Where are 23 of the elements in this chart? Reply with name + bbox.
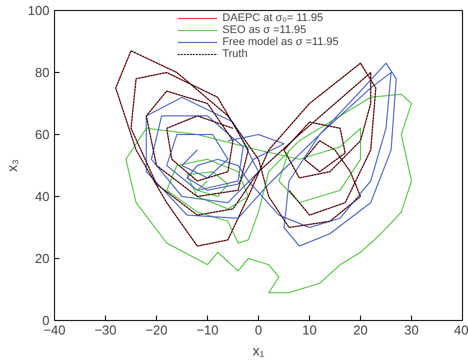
legend-label: SEO as σ =11.95 (222, 24, 306, 36)
x-tick-label: 10 (302, 322, 317, 338)
x-tick-label: 30 (404, 322, 419, 338)
y-axis-title: x₃ (4, 159, 20, 172)
x-tick-label: −30 (94, 322, 117, 338)
legend-label: Free model as σ =11.95 (222, 36, 339, 48)
x-tick-label: 20 (353, 322, 368, 338)
line-series (146, 62, 397, 247)
y-tick-label: 80 (35, 65, 50, 80)
legend-label: DAEPC at σ₀= 11.95 (222, 12, 324, 24)
legend-label: Truth (222, 48, 248, 60)
x-tick-label: −20 (145, 322, 168, 338)
x-tick-label: 0 (254, 322, 262, 338)
line-series (115, 50, 376, 247)
y-tick-label: 40 (35, 189, 50, 204)
y-tick-label: 100 (28, 3, 50, 18)
x-tick-label: 40 (454, 322, 468, 338)
x-axis-title: x₁ (252, 342, 265, 358)
y-tick-label: 20 (35, 251, 50, 266)
y-tick-label: 60 (35, 127, 50, 142)
y-tick-label: 0 (42, 313, 50, 328)
x-tick-label: −10 (196, 322, 219, 338)
line-series (125, 94, 412, 294)
